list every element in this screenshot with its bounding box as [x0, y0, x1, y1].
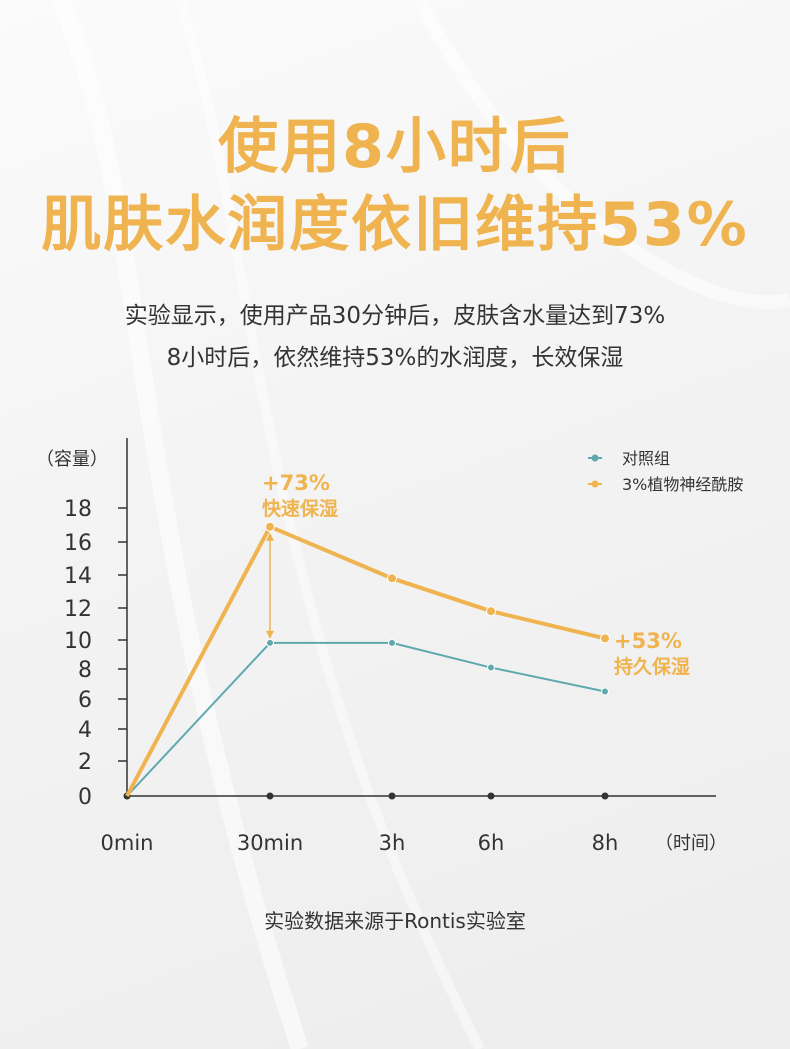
headline-line-1: 使用8小时后	[218, 112, 572, 182]
y-tick-label: 16	[64, 531, 92, 556]
legend: 对照组 3%植物神经酰胺	[588, 449, 743, 494]
y-tick-label: 10	[64, 629, 92, 654]
legend-swatch-dot	[591, 454, 599, 462]
annotation-value: +53%	[614, 629, 682, 653]
x-tick-label: 8h	[592, 831, 619, 855]
y-tick-label: 18	[64, 497, 92, 522]
control-data-point	[266, 638, 274, 647]
subtitle-line-2: 8小时后，依然维持53%的水润度，长效保湿	[166, 345, 624, 371]
annotation-label: 快速保湿	[262, 497, 338, 520]
y-tick-label: 0	[78, 785, 92, 810]
y-ticks: 0 2 4 6 8 10 12 14 16 18	[64, 497, 127, 810]
legend-label: 3%植物神经酰胺	[622, 475, 743, 494]
arrow-head-down	[266, 630, 274, 639]
y-tick-label: 6	[78, 688, 92, 713]
x-ticks: 0min 30min 3h 6h 8h	[101, 792, 619, 855]
ceramide-series-line	[125, 524, 606, 797]
ceramide-data-point	[486, 606, 496, 617]
control-series-line	[126, 641, 606, 797]
x-tick-label: 6h	[478, 831, 505, 855]
x-axis-label: （时间）	[655, 833, 727, 854]
y-tick-label: 12	[64, 597, 92, 622]
annotation-label: 持久保湿	[614, 655, 690, 678]
y-tick-label: 8	[78, 658, 92, 683]
arrow-head-up	[266, 532, 274, 541]
y-tick-label: 2	[78, 750, 92, 775]
series-layer	[125, 521, 610, 797]
x-tick-dot	[487, 792, 495, 800]
axes	[126, 438, 716, 797]
x-tick-dot	[388, 792, 396, 800]
x-tick-label: 3h	[379, 831, 406, 855]
x-tick-label: 30min	[237, 831, 303, 855]
legend-label: 对照组	[622, 449, 670, 468]
headline-line-2: 肌肤水润度依旧维持53%	[41, 190, 749, 260]
moisture-line-chart: （容量） （时间） 0 2 4 6 8 10 12 14 16 18 0min 30min 3h 6h 8…	[36, 438, 743, 855]
x-tick-dot	[266, 792, 274, 800]
ceramide-data-point	[265, 521, 275, 532]
data-source-note: 实验数据来源于Rontis实验室	[264, 909, 526, 933]
control-data-point	[487, 663, 495, 672]
control-data-point	[388, 638, 396, 647]
x-tick-label: 0min	[101, 831, 154, 855]
annotations: +73%快速保湿 +53%持久保湿	[262, 471, 690, 678]
control-data-point	[601, 687, 609, 696]
ceramide-data-point	[600, 633, 610, 644]
legend-swatch-dot	[591, 480, 599, 488]
annotation-value: +73%	[262, 471, 330, 495]
subtitle-line-1: 实验显示，使用产品30分钟后，皮肤含水量达到73%	[124, 303, 666, 329]
y-tick-label: 14	[64, 564, 92, 589]
x-tick-dot	[601, 792, 609, 800]
ceramide-data-point	[387, 573, 397, 584]
y-axis-label: （容量）	[36, 449, 108, 470]
y-tick-label: 4	[78, 718, 92, 743]
